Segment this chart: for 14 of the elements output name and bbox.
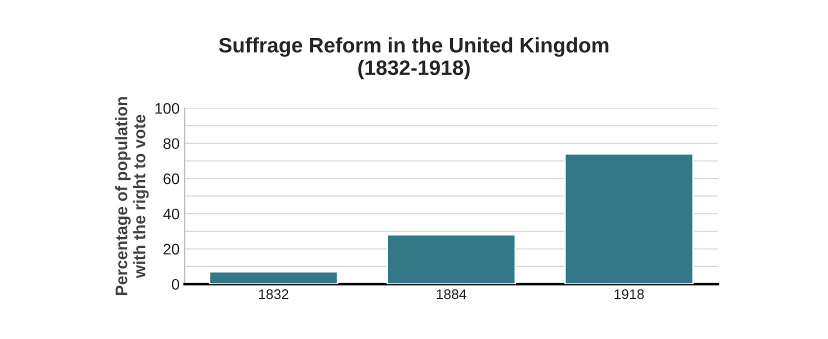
x-tick-label: 1918 bbox=[614, 289, 644, 300]
y-tick-label: 40 bbox=[163, 208, 180, 220]
y-tick-label: 100 bbox=[155, 103, 180, 114]
y-tick-label: 60 bbox=[164, 173, 180, 184]
y-tick-label: 20 bbox=[164, 244, 180, 255]
chart-title: Suffrage Reform in the United Kingdom (1832-1918) bbox=[219, 37, 608, 80]
x-tick-label: 1832 bbox=[259, 289, 288, 300]
bar bbox=[208, 271, 338, 284]
y-tick-label: 80 bbox=[163, 138, 180, 150]
bar bbox=[386, 234, 516, 284]
bar bbox=[564, 153, 694, 284]
y-axis-title: Percentage of population with the right to vote bbox=[115, 97, 149, 295]
x-tick-label: 1884 bbox=[436, 289, 466, 300]
y-tick-label: 0 bbox=[172, 278, 180, 290]
